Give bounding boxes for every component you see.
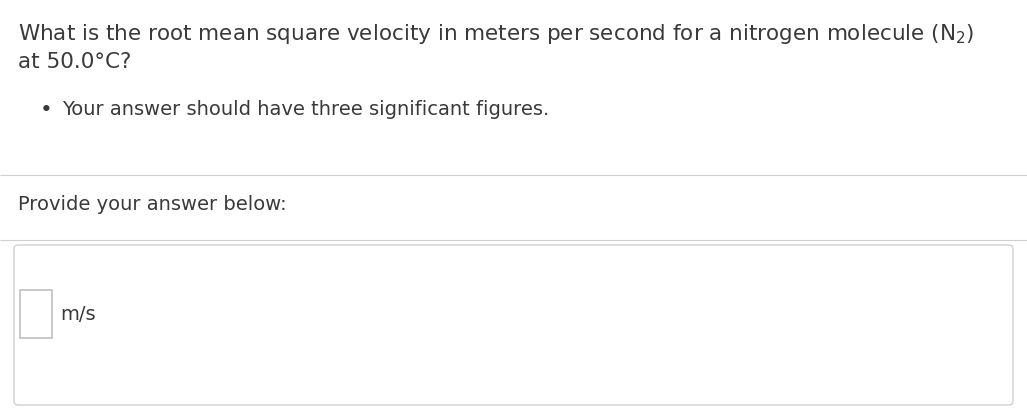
FancyBboxPatch shape [14, 245, 1013, 405]
Text: m/s: m/s [60, 304, 96, 324]
Text: What is the root mean square velocity in meters per second for a nitrogen molecu: What is the root mean square velocity in… [18, 22, 975, 46]
Text: at 50.0°C?: at 50.0°C? [18, 52, 131, 72]
Text: Provide your answer below:: Provide your answer below: [18, 195, 287, 214]
Text: •: • [40, 100, 52, 120]
Text: Your answer should have three significant figures.: Your answer should have three significan… [62, 100, 549, 119]
FancyBboxPatch shape [20, 290, 52, 338]
